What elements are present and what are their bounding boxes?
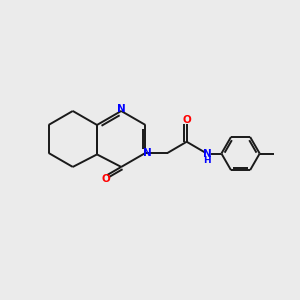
Text: O: O — [182, 115, 191, 125]
Text: O: O — [102, 174, 110, 184]
Text: N: N — [142, 148, 151, 158]
Text: N: N — [117, 103, 126, 114]
Text: N: N — [202, 149, 211, 159]
Text: H: H — [203, 156, 211, 165]
